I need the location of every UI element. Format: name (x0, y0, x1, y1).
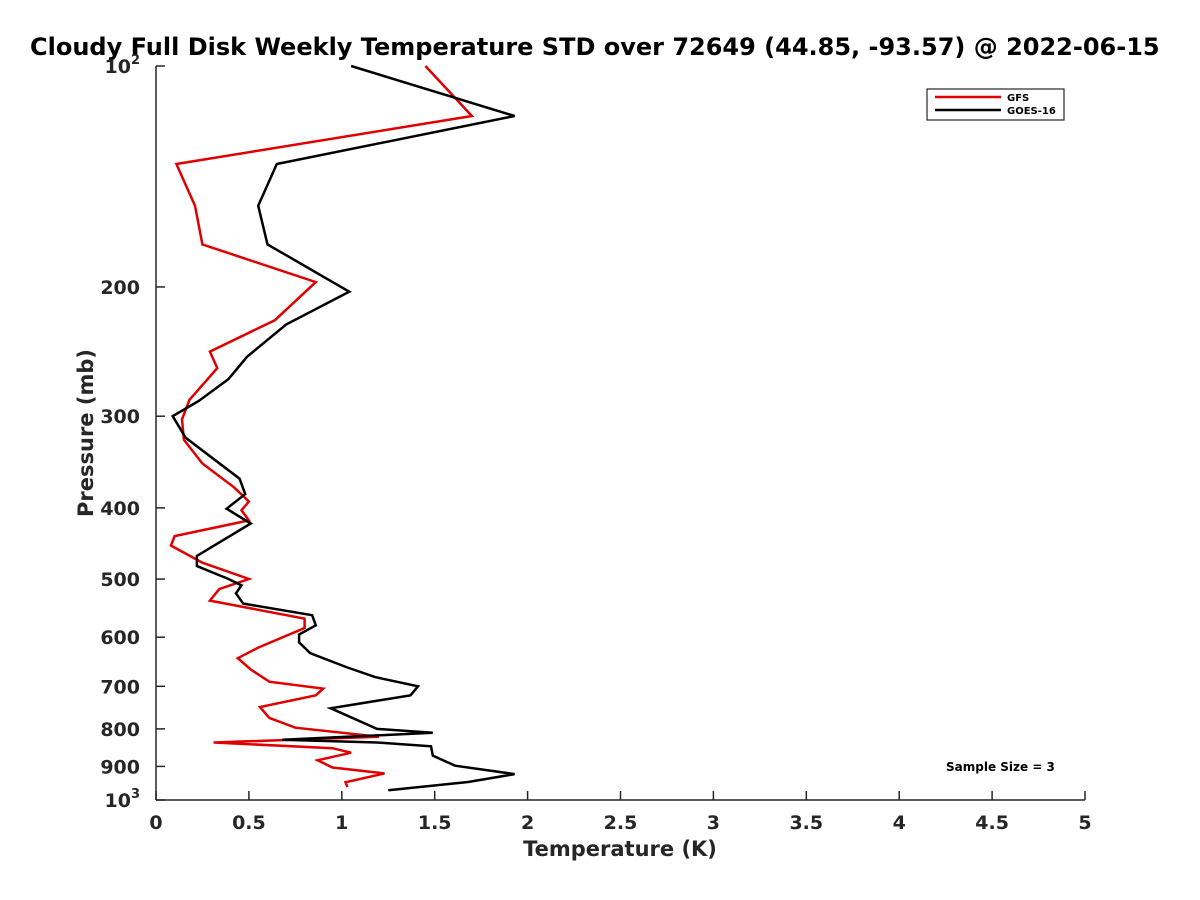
y-tick-label: 700 (100, 676, 140, 698)
sample-size-annotation: Sample Size = 3 (946, 760, 1055, 774)
series-line-gfs (169, 65, 475, 788)
x-tick-label: 1 (335, 812, 348, 834)
series-layer (169, 64, 515, 792)
x-tick-label: 5 (1078, 812, 1091, 834)
x-tick-label: 4 (893, 812, 906, 834)
x-tick-label: 0.5 (232, 812, 266, 834)
x-tick-label: 4.5 (975, 812, 1009, 834)
x-tick-label: 3.5 (789, 812, 823, 834)
y-tick-label: 103 (105, 787, 141, 812)
y-tick-label: 500 (100, 569, 140, 591)
series-line-goes16 (170, 64, 515, 792)
y-tick-label: 800 (100, 719, 140, 741)
x-tick-label: 3 (707, 812, 720, 834)
y-tick-label: 900 (100, 756, 140, 778)
x-tick-label: 0 (149, 812, 162, 834)
legend-box (926, 88, 1065, 121)
y-tick-label: 600 (100, 627, 140, 649)
chart-title: Cloudy Full Disk Weekly Temperature STD … (30, 33, 1160, 61)
y-tick-label: 400 (100, 498, 140, 520)
legend-label-goes16: GOES-16 (1007, 106, 1056, 117)
x-ticks: 0 0.5 1 1.5 2 2.5 3 3.5 4 4.5 5 (149, 791, 1092, 834)
x-axis-label: Temperature (K) (523, 837, 717, 861)
x-tick-label: 2 (521, 812, 534, 834)
y-tick-label: 200 (100, 277, 140, 299)
legend-label-gfs: GFS (1007, 93, 1029, 104)
x-tick-label: 1.5 (418, 812, 452, 834)
x-tick-label: 2.5 (604, 812, 638, 834)
y-axis-label: Pressure (mb) (74, 349, 98, 517)
y-tick-label: 300 (100, 406, 140, 428)
legend: GFS GOES-16 (926, 88, 1065, 121)
